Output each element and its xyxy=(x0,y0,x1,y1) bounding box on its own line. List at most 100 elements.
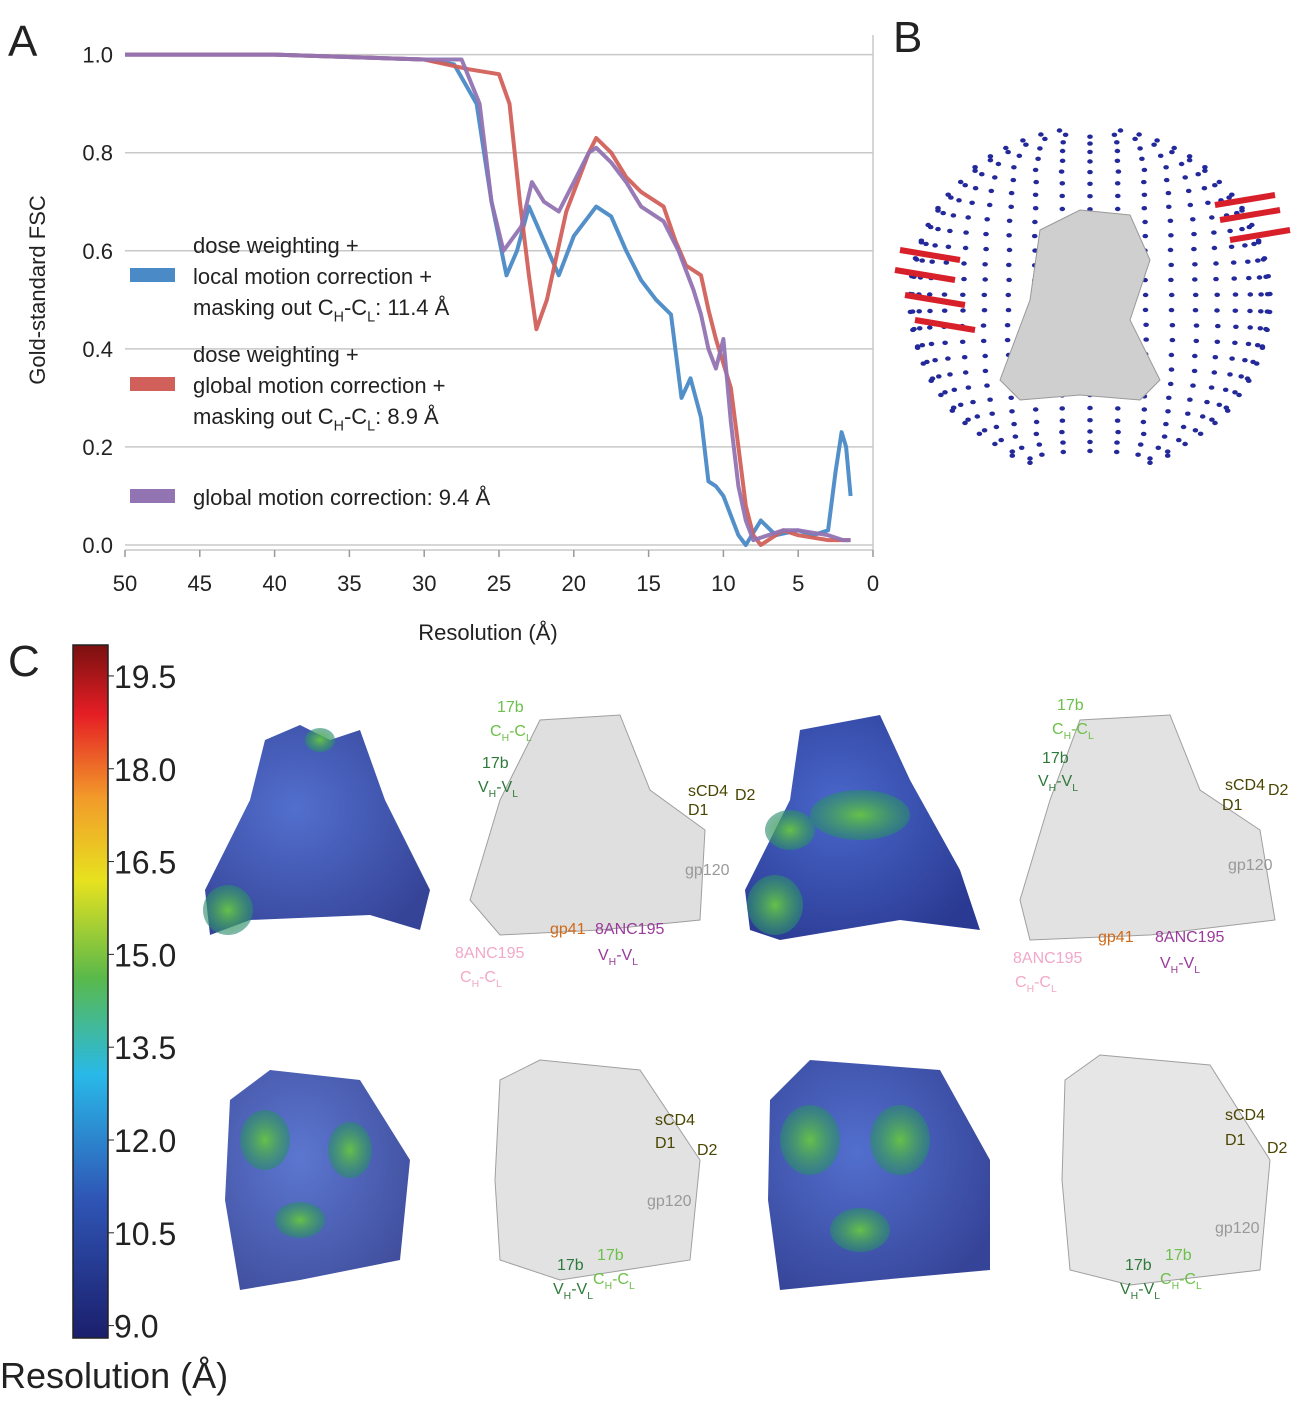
view-dot xyxy=(1211,245,1218,251)
subscript: L xyxy=(587,1291,593,1302)
annotation: 8ANC195 xyxy=(1155,929,1224,946)
view-dot xyxy=(1266,309,1273,315)
view-dot xyxy=(1232,308,1239,313)
view-dot xyxy=(1202,168,1208,173)
subscript: H xyxy=(1131,1291,1139,1302)
view-dot xyxy=(1168,352,1175,358)
view-dot xyxy=(1182,175,1188,180)
view-dot xyxy=(972,186,979,191)
text-segment: global motion correction + xyxy=(193,373,446,398)
view-dot xyxy=(1032,407,1039,412)
view-dot xyxy=(1168,367,1175,372)
subscript: L xyxy=(367,310,375,326)
view-dot xyxy=(936,374,942,379)
view-dot xyxy=(1215,323,1221,329)
x-tick-label: 25 xyxy=(487,571,511,596)
view-dot xyxy=(1142,219,1148,225)
annotation: 17b xyxy=(597,1247,624,1264)
view-dot xyxy=(1168,262,1174,268)
view-dot xyxy=(1087,418,1093,423)
view-dot xyxy=(1142,292,1149,298)
annotation: gp120 xyxy=(1228,857,1273,874)
annotation: 17b xyxy=(1057,697,1084,714)
view-dot xyxy=(1157,153,1164,158)
text-segment: dose weighting + xyxy=(193,342,359,367)
annotation: VH-VL xyxy=(598,947,638,968)
view-dot xyxy=(1246,275,1252,281)
view-dot xyxy=(1261,256,1268,261)
view-dot xyxy=(988,188,995,194)
annotation: VH-VL xyxy=(553,1281,593,1302)
view-dot xyxy=(965,417,971,422)
view-dot xyxy=(1006,262,1012,268)
view-dot xyxy=(1171,145,1177,151)
view-dot xyxy=(927,224,934,230)
view-dot xyxy=(1251,241,1257,247)
view-dot xyxy=(1259,345,1266,350)
view-dot xyxy=(1165,190,1172,196)
view-dot xyxy=(1037,146,1043,151)
view-dot xyxy=(1143,337,1149,342)
view-dot xyxy=(1008,204,1014,209)
text-segment: -V xyxy=(571,1281,587,1298)
text-segment: -C xyxy=(479,969,496,986)
subscript: H xyxy=(472,979,480,990)
view-dot xyxy=(1027,460,1033,465)
view-dot xyxy=(983,231,989,237)
view-dot xyxy=(1032,206,1039,211)
view-dot xyxy=(1239,205,1245,211)
density xyxy=(999,209,1161,401)
view-dot xyxy=(961,276,967,282)
view-dot xyxy=(1212,355,1219,360)
view-dot xyxy=(1209,417,1215,422)
text-segment: C xyxy=(593,1271,605,1288)
view-dot xyxy=(1059,418,1066,423)
view-dot xyxy=(1012,434,1019,439)
view-dot xyxy=(1115,429,1121,435)
view-dot xyxy=(1058,169,1065,174)
view-dot xyxy=(935,208,941,213)
annotation: VH-VL xyxy=(478,779,518,800)
text-segment: sCD4 xyxy=(1225,777,1265,794)
view-dot xyxy=(932,243,938,248)
view-dot xyxy=(1267,291,1273,297)
view-dot xyxy=(957,402,964,407)
y-tick-label: 0.2 xyxy=(82,435,113,460)
colorbar-tick-label: 13.5 xyxy=(114,1030,176,1066)
view-dot xyxy=(1230,260,1237,265)
view-dot xyxy=(965,385,972,390)
view-dot xyxy=(945,244,952,249)
view-dot xyxy=(941,308,948,313)
annotation: sCD4 xyxy=(655,1112,695,1129)
view-dot xyxy=(1169,323,1176,328)
view-dot xyxy=(1265,274,1271,279)
subscript: L xyxy=(1072,783,1078,794)
text-segment: 17b xyxy=(1042,750,1069,767)
view-dot xyxy=(1214,292,1220,297)
view-dot xyxy=(1165,409,1171,414)
colorbar-tick-label: 12.0 xyxy=(114,1123,176,1159)
view-dot xyxy=(1249,222,1255,228)
view-dot xyxy=(1211,370,1218,375)
colorbar-tick-label: 10.5 xyxy=(114,1216,176,1252)
view-dot xyxy=(972,168,978,173)
annotation: gp120 xyxy=(1215,1220,1260,1237)
view-dot xyxy=(1087,149,1093,155)
view-dot xyxy=(1154,138,1160,143)
subscript: L xyxy=(1051,984,1057,995)
view-dot xyxy=(992,175,998,180)
legend-swatch xyxy=(130,377,175,391)
x-tick-label: 0 xyxy=(867,571,879,596)
subscript: H xyxy=(1049,783,1057,794)
view-dot xyxy=(948,195,954,200)
view-dot xyxy=(993,424,1000,430)
annotation: 17b xyxy=(1125,1257,1152,1274)
text-segment: -V xyxy=(1178,955,1194,972)
subscript: H xyxy=(564,1291,572,1302)
view-dot xyxy=(965,215,971,220)
view-dot xyxy=(1192,262,1198,267)
view-spike xyxy=(1214,192,1276,208)
view-dot xyxy=(1205,200,1211,205)
view-dot xyxy=(916,326,923,331)
view-spike xyxy=(1219,207,1281,223)
